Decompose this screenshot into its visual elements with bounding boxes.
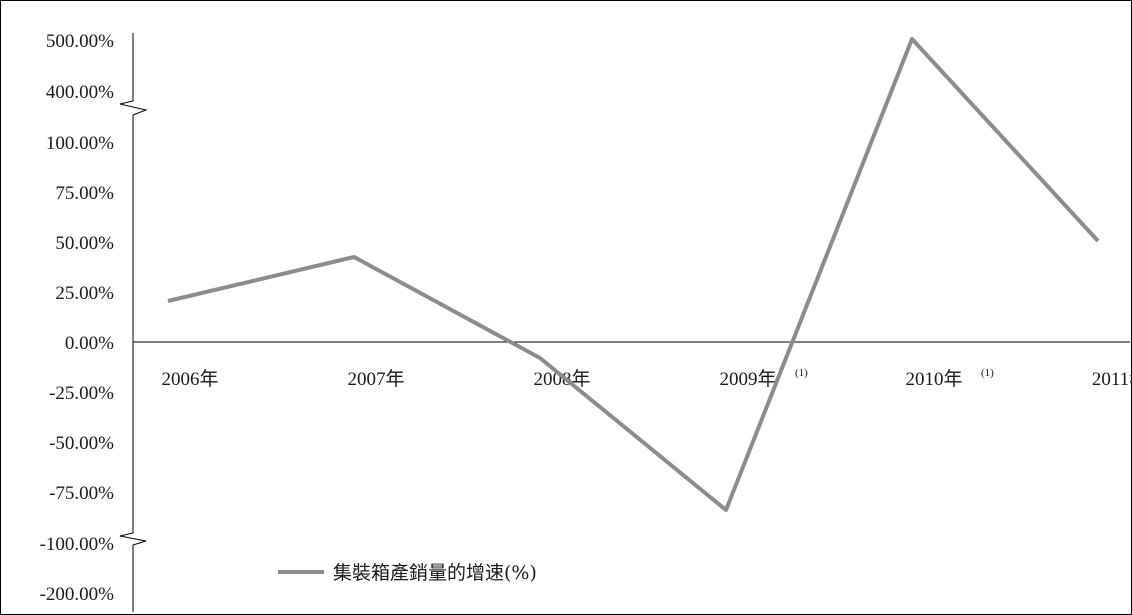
y-tick-label: 25.00%	[55, 283, 114, 304]
x-category-footnote: (1)	[795, 367, 808, 379]
x-category-label: 2008年	[533, 368, 590, 390]
y-tick-label: -25.00%	[49, 383, 114, 404]
y-tick-label: 0.00%	[65, 333, 114, 354]
series-line	[167, 36, 1100, 512]
y-tick-label: -75.00%	[49, 483, 114, 504]
y-tick-label: 100.00%	[46, 133, 114, 154]
y-tick-label: -200.00%	[40, 584, 115, 605]
x-category-label: 2009年	[719, 368, 776, 390]
legend-label: 集裝箱產銷量的增速(%)	[333, 562, 537, 584]
y-tick-label: 400.00%	[46, 82, 114, 103]
y-tick-label: 75.00%	[55, 183, 114, 204]
x-category-label: 2006年	[161, 368, 218, 390]
y-tick-label: -100.00%	[40, 534, 115, 555]
x-category-label: 2007年	[347, 368, 404, 390]
y-tick-label: -50.00%	[49, 433, 114, 454]
y-tick-label: 500.00%	[46, 31, 114, 52]
x-category-label: 2010年	[905, 368, 962, 390]
y-axis	[119, 33, 148, 612]
x-category-label: 2011年	[1092, 368, 1132, 390]
x-category-footnote: (1)	[981, 367, 994, 379]
y-tick-label: 50.00%	[55, 233, 114, 254]
